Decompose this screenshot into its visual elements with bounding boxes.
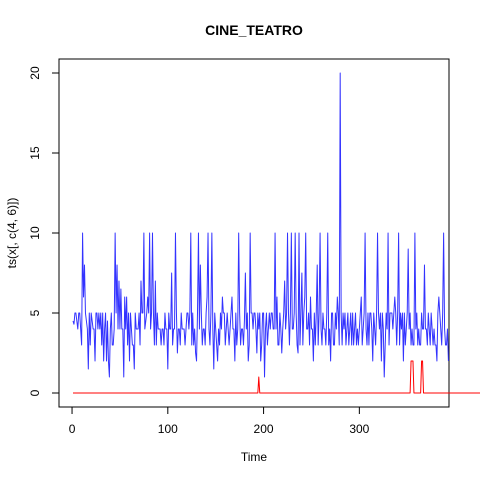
- x-tick-label-3: 300: [349, 422, 369, 436]
- series-layer: [72, 72, 480, 394]
- y-tick-label-4: 20: [28, 66, 42, 80]
- x-axis-label: Time: [241, 450, 268, 464]
- series-line-2: [73, 360, 480, 394]
- y-axis: 0 5 10 15 20: [28, 66, 60, 396]
- x-tick-label-2: 200: [254, 422, 274, 436]
- y-tick-label-3: 15: [28, 146, 42, 160]
- y-tick-label-0: 0: [28, 389, 42, 396]
- series-line-1: [72, 72, 449, 378]
- chart-title: CINE_TEATRO: [205, 22, 303, 38]
- y-axis-label: ts(x[, c(4, 6)]): [5, 198, 19, 269]
- y-tick-label-2: 10: [28, 226, 42, 240]
- x-tick-label-0: 0: [69, 422, 76, 436]
- x-tick-label-1: 100: [158, 422, 178, 436]
- y-tick-label-1: 5: [28, 309, 42, 316]
- x-axis: 0 100 200 300: [69, 406, 370, 436]
